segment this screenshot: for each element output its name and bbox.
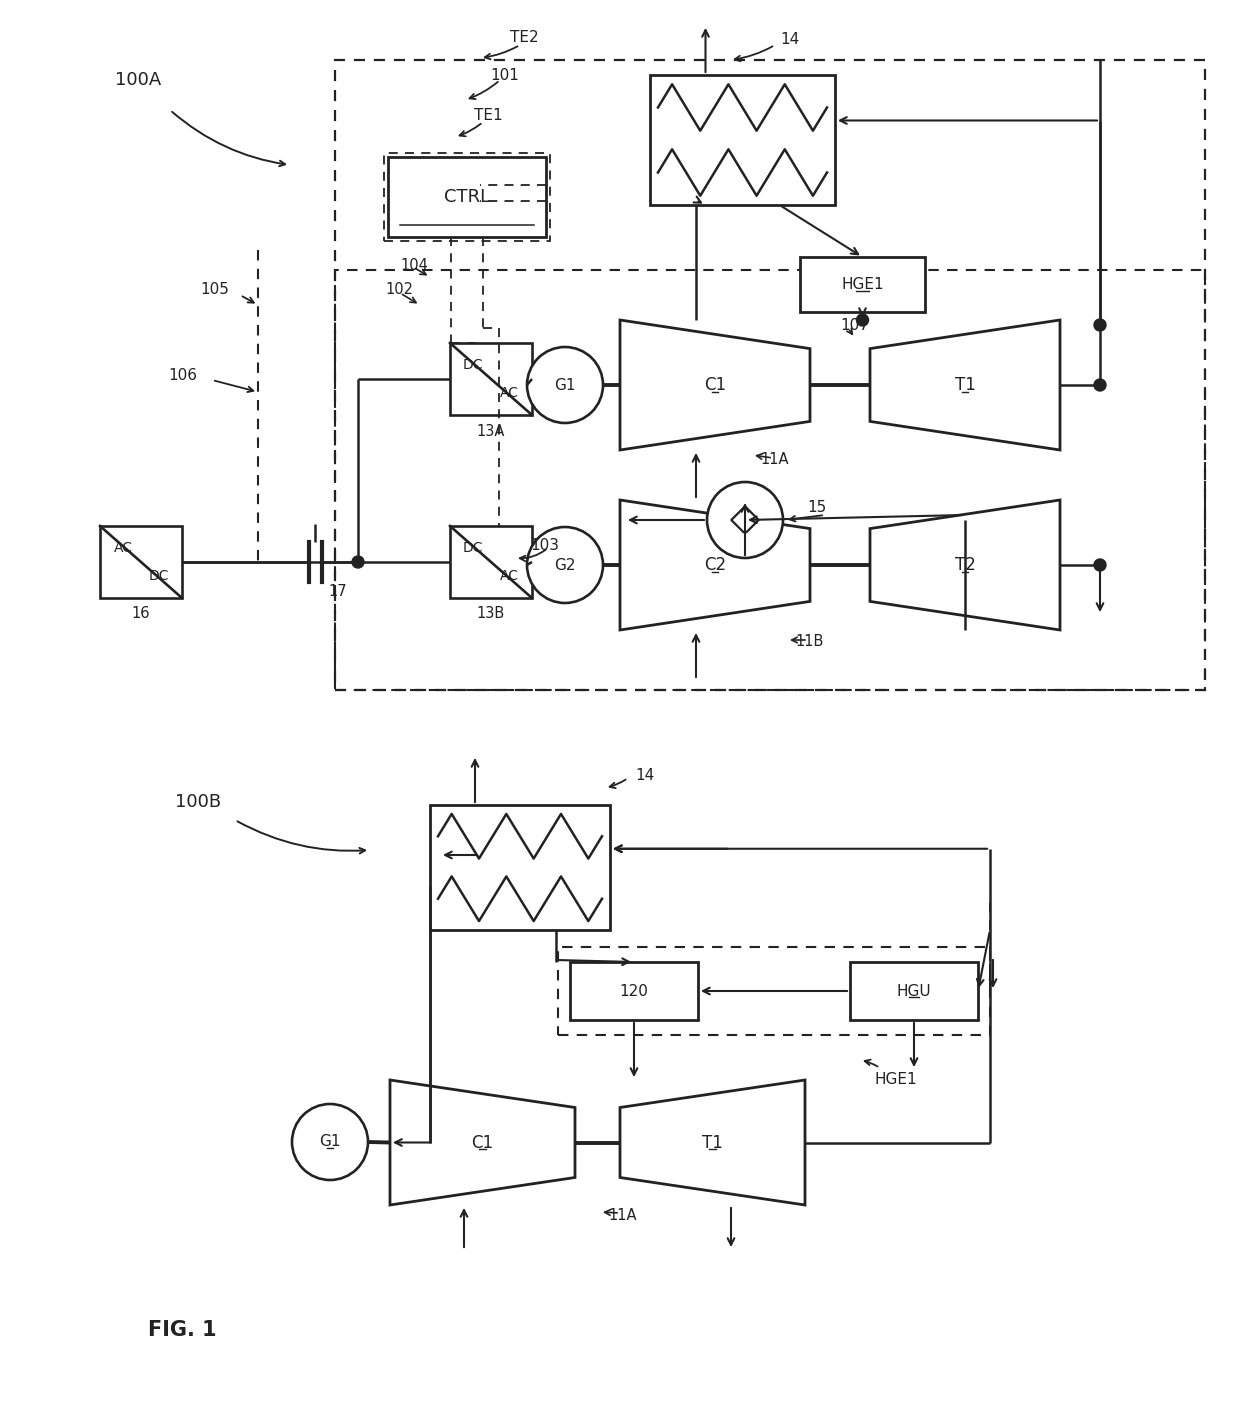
Text: HGE1: HGE1 — [875, 1072, 918, 1088]
Bar — [800, 257, 925, 312]
Text: AC: AC — [114, 541, 133, 555]
Text: G1: G1 — [554, 378, 575, 392]
Text: CTRL: CTRL — [444, 187, 490, 206]
Text: 11B: 11B — [795, 635, 823, 649]
Text: 102: 102 — [384, 283, 413, 298]
Text: DC: DC — [463, 358, 484, 372]
Text: T1: T1 — [955, 376, 976, 393]
Text: AC: AC — [500, 569, 518, 584]
Circle shape — [707, 481, 782, 558]
Text: TE2: TE2 — [510, 30, 538, 45]
Text: 120: 120 — [620, 984, 649, 998]
Polygon shape — [391, 1081, 575, 1206]
Text: T1: T1 — [702, 1133, 723, 1152]
Text: 14: 14 — [635, 767, 655, 782]
Text: 11A: 11A — [608, 1207, 636, 1223]
Text: G2: G2 — [554, 558, 575, 572]
Text: 13A: 13A — [477, 423, 505, 439]
Circle shape — [352, 557, 365, 568]
Text: 17: 17 — [329, 585, 347, 599]
Text: 16: 16 — [131, 606, 150, 622]
Text: 15: 15 — [807, 500, 826, 515]
Bar — [335, 270, 1205, 690]
Text: HGE1: HGE1 — [841, 277, 884, 293]
Text: 104: 104 — [401, 257, 428, 273]
Bar — [100, 525, 182, 598]
Bar — [558, 947, 990, 1035]
Text: 105: 105 — [200, 283, 229, 298]
Text: 106: 106 — [167, 368, 197, 382]
Bar — [570, 961, 698, 1020]
Bar — [384, 153, 551, 241]
Text: G1: G1 — [319, 1135, 341, 1150]
Text: C2: C2 — [704, 557, 727, 574]
Text: 11A: 11A — [760, 453, 789, 467]
Bar — [450, 525, 532, 598]
Bar — [335, 60, 1205, 690]
Text: 100A: 100A — [115, 71, 161, 89]
Text: 103: 103 — [529, 538, 559, 552]
Bar — [430, 805, 610, 930]
Circle shape — [527, 346, 603, 423]
Polygon shape — [870, 500, 1060, 630]
Circle shape — [857, 314, 868, 327]
Text: 14: 14 — [780, 33, 800, 47]
Text: 107: 107 — [839, 318, 869, 332]
Text: 13B: 13B — [477, 606, 505, 622]
Circle shape — [1094, 379, 1106, 391]
Bar — [650, 75, 835, 204]
Text: FIG. 1: FIG. 1 — [148, 1321, 217, 1340]
Bar — [450, 344, 532, 415]
Polygon shape — [870, 320, 1060, 450]
Text: DC: DC — [149, 569, 170, 584]
Text: DC: DC — [463, 541, 484, 555]
Polygon shape — [620, 320, 810, 450]
Text: HGU: HGU — [897, 984, 931, 998]
Circle shape — [1094, 559, 1106, 571]
Bar — [849, 961, 978, 1020]
Polygon shape — [620, 1081, 805, 1206]
Text: C1: C1 — [471, 1133, 494, 1152]
Circle shape — [291, 1103, 368, 1180]
Text: AC: AC — [500, 386, 518, 400]
Bar — [388, 158, 546, 237]
Text: 100B: 100B — [175, 792, 221, 811]
Text: C1: C1 — [704, 376, 727, 393]
Polygon shape — [620, 500, 810, 630]
Text: T2: T2 — [955, 557, 976, 574]
Circle shape — [1094, 320, 1106, 331]
Circle shape — [527, 527, 603, 604]
Text: TE1: TE1 — [474, 108, 502, 122]
Text: 101: 101 — [490, 68, 518, 82]
